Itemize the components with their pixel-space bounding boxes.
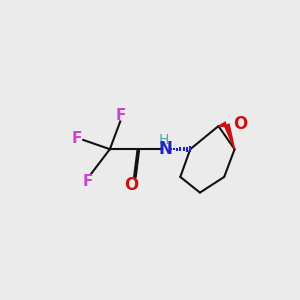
Polygon shape (224, 123, 235, 149)
Polygon shape (218, 121, 227, 127)
Text: H: H (159, 134, 169, 147)
Text: O: O (124, 176, 139, 194)
Text: F: F (116, 107, 126, 122)
Text: O: O (233, 115, 247, 133)
Text: F: F (83, 174, 93, 189)
Text: F: F (71, 130, 82, 146)
Text: N: N (158, 140, 172, 158)
